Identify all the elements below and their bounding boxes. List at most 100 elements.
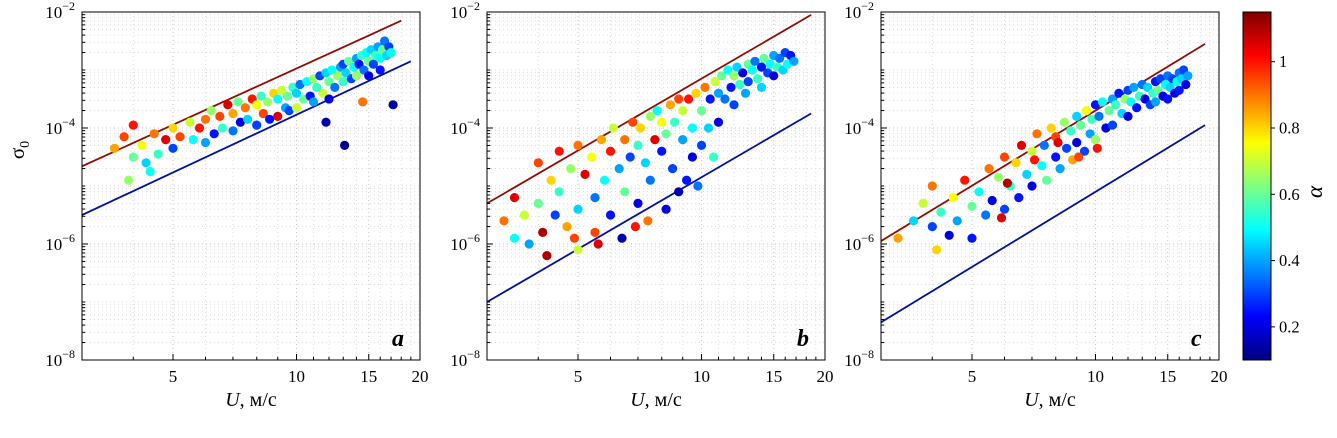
data-point	[756, 62, 767, 72]
data-point	[652, 106, 662, 116]
data-point	[775, 53, 785, 64]
data-point	[640, 158, 651, 168]
data-point	[670, 117, 680, 127]
x-tick-label: 5	[968, 367, 977, 386]
data-point	[1059, 117, 1069, 127]
data-point	[519, 210, 530, 220]
data-point	[696, 140, 707, 150]
data-point	[341, 68, 351, 78]
grid	[82, 12, 420, 360]
data-point	[682, 175, 692, 185]
data-point	[509, 193, 520, 203]
data-point	[608, 123, 619, 133]
data-point	[750, 56, 760, 66]
data-point	[661, 204, 671, 214]
data-point	[665, 100, 676, 110]
data-point	[149, 129, 159, 139]
data-point	[952, 216, 962, 226]
data-point	[657, 146, 667, 156]
data-point	[554, 187, 564, 197]
data-point	[729, 100, 739, 110]
data-point	[1132, 103, 1142, 113]
data-point	[1011, 158, 1021, 168]
data-point	[321, 117, 331, 127]
x-tick-label: 10	[1087, 367, 1104, 386]
data-point	[1085, 129, 1095, 139]
data-point	[1094, 111, 1104, 121]
data-point	[967, 201, 977, 211]
data-point	[635, 123, 646, 133]
data-point	[1066, 126, 1076, 136]
data-point	[993, 172, 1004, 182]
x-tick-label: 15	[1159, 367, 1176, 386]
data-point	[1014, 193, 1024, 203]
data-point	[1016, 140, 1027, 150]
data-point	[1032, 129, 1042, 139]
data-point	[1126, 97, 1136, 107]
tick-marks	[487, 11, 826, 361]
data-point	[128, 152, 138, 162]
x-axis-label: U, м/с	[225, 389, 277, 411]
data-point	[587, 152, 597, 162]
panel-letter: b	[797, 326, 809, 352]
data-point	[1181, 79, 1191, 90]
y-tick-label: 10−8	[45, 347, 75, 370]
data-point	[713, 88, 724, 98]
data-point	[109, 143, 120, 153]
data-point	[709, 152, 719, 162]
colorbar: 0.2 0.4 0.6 0.8 1 α	[1242, 11, 1327, 361]
data-point	[1087, 114, 1097, 124]
data-point	[729, 71, 739, 81]
scatter-points	[109, 36, 398, 185]
data-point	[538, 227, 548, 237]
data-point	[542, 251, 552, 261]
data-point	[128, 120, 138, 130]
data-point	[344, 56, 354, 66]
data-point	[743, 77, 753, 87]
y-tick-label: 10−6	[45, 231, 75, 254]
data-point	[137, 140, 147, 150]
data-point	[308, 97, 319, 107]
data-point	[735, 79, 745, 90]
colorbar-label: α	[1302, 185, 1327, 198]
data-point	[273, 111, 283, 121]
data-point	[1140, 94, 1150, 104]
data-point	[738, 68, 748, 78]
data-point	[573, 245, 583, 255]
data-point	[756, 82, 767, 92]
data-point	[243, 114, 253, 124]
data-point	[1090, 135, 1101, 145]
panel-b: 5 10 15 20 10−8 10−6 10−4 10−2 b U, м/с	[450, 0, 833, 411]
data-point	[318, 88, 328, 98]
data-point	[936, 207, 946, 217]
data-point	[974, 187, 984, 197]
data-point	[687, 123, 698, 133]
data-point	[223, 100, 233, 110]
data-point	[717, 71, 727, 81]
data-point	[605, 210, 616, 220]
data-point	[324, 77, 334, 87]
tick-marks	[82, 11, 421, 361]
data-point	[265, 114, 275, 124]
data-point	[312, 82, 322, 92]
data-point	[1081, 106, 1091, 116]
panel-letter: a	[392, 326, 404, 352]
data-point	[1051, 152, 1061, 162]
data-point	[569, 233, 580, 243]
data-point	[282, 91, 292, 101]
data-point	[984, 164, 994, 174]
data-point	[200, 137, 211, 148]
data-point	[668, 164, 678, 174]
data-point	[1027, 181, 1037, 191]
data-point	[996, 213, 1007, 223]
data-point	[657, 117, 667, 127]
data-point	[614, 164, 624, 174]
data-point	[364, 71, 374, 81]
data-point	[893, 233, 903, 243]
x-axis-label: U, м/с	[1024, 389, 1076, 411]
data-point	[185, 117, 195, 127]
grid	[881, 12, 1219, 360]
y-axis-label: σ0	[5, 141, 33, 159]
data-point	[1027, 146, 1037, 156]
